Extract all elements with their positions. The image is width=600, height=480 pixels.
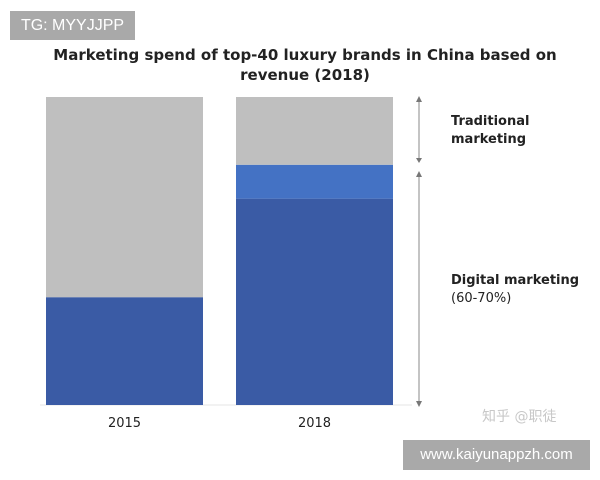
digital-range-arrow	[416, 171, 422, 407]
digital-marketing-label: Digital marketing (60-70%)	[451, 273, 580, 306]
x-tick-label: 2015	[108, 416, 141, 431]
bar-2018-digital	[236, 198, 393, 405]
traditional-marketing-label: Traditional marketing	[451, 114, 530, 147]
bar-2018-digital_range	[236, 164, 393, 199]
bar-2018-traditional	[236, 97, 393, 165]
overlay-tag: TG: MYYJJPP	[10, 11, 135, 40]
chart-title: Marketing spend of top-40 luxury brands …	[53, 46, 557, 84]
digital-range-label: (60-70%)	[451, 291, 512, 306]
x-tick-label: 2018	[298, 416, 331, 431]
traditional-range-arrow	[416, 96, 422, 163]
site-url-banner: www.kaiyunappzh.com	[403, 440, 590, 470]
bar-2015-traditional	[46, 97, 203, 298]
watermark: 知乎 @职徒	[482, 409, 557, 425]
bar-2015-digital	[46, 297, 203, 405]
